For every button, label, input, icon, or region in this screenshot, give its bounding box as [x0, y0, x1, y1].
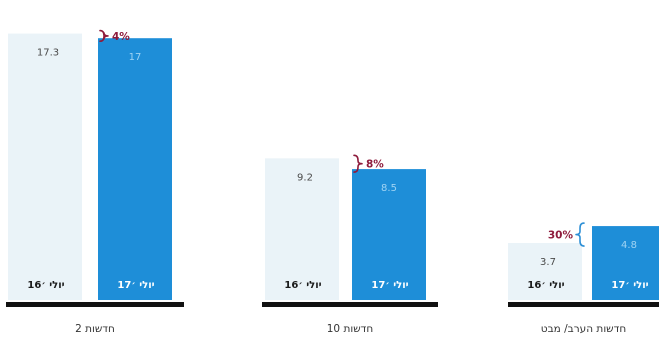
bar-3-jul17 — [592, 226, 659, 300]
value-label-2-jul16: 9.2 — [297, 172, 313, 183]
series-label-2-jul16: יולי ׳16 — [284, 280, 321, 291]
change-label-1: 4% — [112, 31, 130, 43]
change-label-3: 30% — [548, 230, 574, 242]
group-label-2: חדשות 10 — [327, 323, 374, 335]
change-brace-2 — [353, 154, 363, 173]
change-brace-1 — [99, 29, 109, 42]
baseline-1 — [6, 302, 184, 307]
value-label-3-jul17: 4.8 — [621, 240, 637, 251]
value-label-1-jul17: 17 — [129, 52, 142, 63]
value-label-3-jul16: 3.7 — [540, 257, 556, 268]
baseline-3 — [508, 302, 659, 307]
bar-2-jul16 — [265, 158, 339, 300]
bar-3-jul16 — [508, 243, 582, 300]
group-label-3: חדשות הערב/ מבט — [541, 323, 626, 335]
series-label-2-jul17: יולי ׳17 — [371, 280, 408, 291]
change-brace-3 — [575, 222, 585, 247]
group-label-1: חדשות 2 — [75, 323, 115, 335]
series-label-3-jul16: יולי ׳16 — [527, 280, 564, 291]
baseline-2 — [262, 302, 438, 307]
series-label-3-jul17: יולי ׳17 — [611, 280, 648, 291]
bar-2-jul17 — [352, 169, 426, 300]
value-label-2-jul17: 8.5 — [381, 183, 397, 194]
value-label-1-jul16: 17.3 — [37, 48, 59, 59]
bar-1-jul16 — [8, 33, 82, 301]
series-label-1-jul16: יולי ׳16 — [27, 280, 64, 291]
change-label-2: 8% — [366, 159, 384, 171]
bar-1-jul17 — [98, 38, 172, 300]
series-label-1-jul17: יולי ׳17 — [117, 280, 154, 291]
